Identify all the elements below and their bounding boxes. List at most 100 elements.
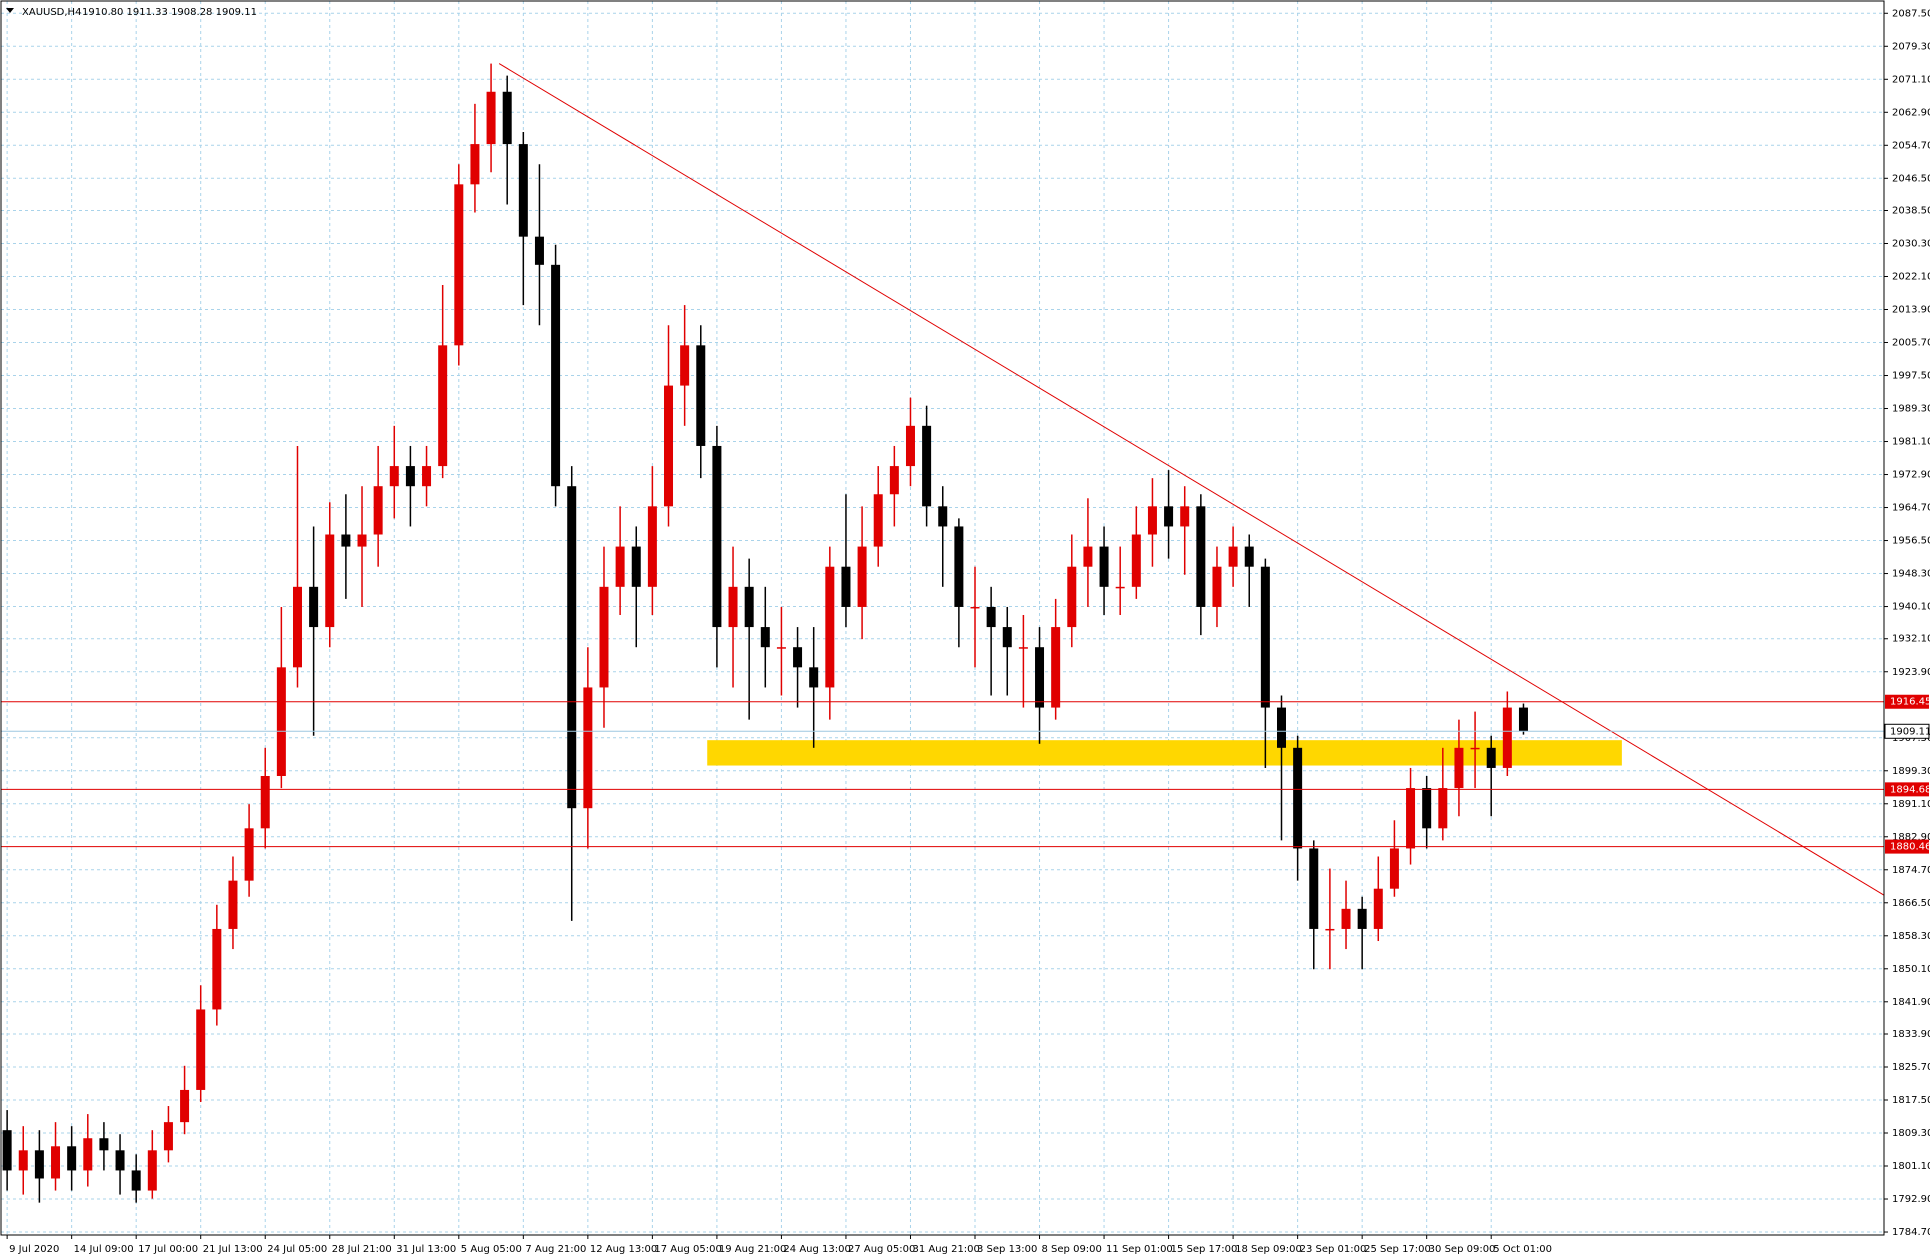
y-tick-label: 1932.10 [1892,634,1930,645]
candle-body [1309,848,1319,929]
x-tick-label: 24 Jul 05:00 [267,1244,327,1255]
candle-body [373,486,383,535]
candle-body [534,236,544,265]
x-tick-label: 7 Aug 21:00 [525,1244,586,1255]
y-tick-label: 1817.50 [1892,1095,1930,1106]
candle-body [680,345,690,386]
x-tick-label: 5 Oct 01:00 [1493,1244,1552,1255]
y-tick-label: 1891.10 [1892,799,1930,810]
candle-body [502,91,512,145]
candle-body [841,566,851,607]
candle-body [1502,707,1512,768]
level-label-box [1885,694,1929,709]
candle-body [1373,888,1383,929]
y-tick-label: 1792.90 [1892,1194,1930,1205]
y-tick-label: 1874.70 [1892,865,1930,876]
y-tick-label: 1899.30 [1892,766,1930,777]
y-tick-label: 1948.30 [1892,569,1930,580]
y-tick-label: 2022.10 [1892,272,1930,283]
x-tick-label: 31 Jul 13:00 [396,1244,456,1255]
candle-body [486,91,496,145]
candle-body [115,1150,125,1171]
candle-body [212,928,222,1010]
candle-body [1244,546,1254,567]
candle-body [292,586,302,668]
menu-arrow[interactable] [6,8,14,13]
candle-body [567,486,577,809]
candle-body [1228,546,1238,567]
y-tick-label: 1956.50 [1892,536,1930,547]
level-label: 1880.46 [1890,842,1930,853]
candle-body [1131,534,1141,587]
x-tick-label: 21 Jul 13:00 [203,1244,263,1255]
candle-body [905,425,915,467]
candle-body [1341,908,1351,929]
quote: 1910.80 1911.33 1908.28 1909.11 [82,7,257,18]
candle-body [1196,506,1206,607]
x-tick-label: 11 Sep 01:00 [1106,1244,1173,1255]
y-tick-label: 1923.90 [1892,667,1930,678]
candle-body [228,880,238,929]
y-tick-label: 2087.50 [1892,8,1930,19]
x-tick-label: 3 Sep 13:00 [977,1244,1037,1255]
candle-body [986,606,996,628]
y-tick-label: 2038.50 [1892,205,1930,216]
x-tick-label: 31 Aug 21:00 [912,1244,979,1255]
candle-body [276,667,286,776]
x-tick-label: 27 Aug 05:00 [848,1244,915,1255]
candle-body [1051,627,1061,708]
x-tick-label: 15 Sep 17:00 [1171,1244,1238,1255]
x-tick-label: 17 Jul 00:00 [138,1244,198,1255]
level-label: 1894.68 [1890,784,1930,795]
y-tick-label: 1972.90 [1892,470,1930,481]
level-label: 1916.45 [1890,697,1930,708]
y-tick-label: 1850.10 [1892,964,1930,975]
candle-body [1325,928,1335,931]
candle-body [67,1146,77,1171]
x-tick-label: 18 Sep 09:00 [1235,1244,1302,1255]
x-tick-label: 28 Jul 21:00 [332,1244,392,1255]
candle-body [405,466,415,487]
y-tick-label: 1784.70 [1892,1227,1930,1238]
candle-body [1276,707,1286,748]
y-tick-label: 1801.10 [1892,1161,1930,1172]
x-tick-label: 14 Jul 09:00 [74,1244,134,1255]
y-tick-label: 1940.10 [1892,602,1930,613]
x-tick-label: 23 Sep 01:00 [1300,1244,1367,1255]
plot-border [0,0,1885,1236]
x-tick-label: 8 Sep 09:00 [1042,1244,1102,1255]
x-tick-label: 12 Aug 13:00 [590,1244,657,1255]
x-tick-label: 17 Aug 05:00 [654,1244,721,1255]
x-tick-label: 30 Sep 09:00 [1429,1244,1496,1255]
candle-body [760,627,770,648]
candle-body [615,546,625,587]
x-tick-label: 25 Sep 17:00 [1364,1244,1431,1255]
y-tick-label: 1825.70 [1892,1062,1930,1073]
candle-body [260,775,270,829]
candle-body [712,445,722,628]
y-tick-label: 1997.50 [1892,371,1930,382]
x-tick-label: 19 Aug 21:00 [719,1244,786,1255]
candle-body [1018,647,1028,649]
candle-body [776,647,786,649]
symbol: XAUUSD,H4 [22,7,81,18]
candle-body [1035,647,1045,708]
y-tick-label: 2013.90 [1892,305,1930,316]
candle-body [809,667,819,688]
candle-body [163,1122,173,1151]
y-tick-label: 1989.30 [1892,404,1930,415]
candle-body [696,345,706,446]
y-tick-label: 2079.30 [1892,41,1930,52]
candle-body [1164,506,1174,527]
candle-body [857,546,867,607]
candle-body [51,1146,61,1179]
trendline [498,63,1885,896]
candle-body [1067,566,1077,628]
candle-body [583,687,593,809]
x-tick-label: 5 Aug 05:00 [461,1244,522,1255]
y-tick-label: 1964.70 [1892,503,1930,514]
candle-body [244,828,254,881]
candle-body [970,606,980,609]
candle-body [1293,747,1303,849]
